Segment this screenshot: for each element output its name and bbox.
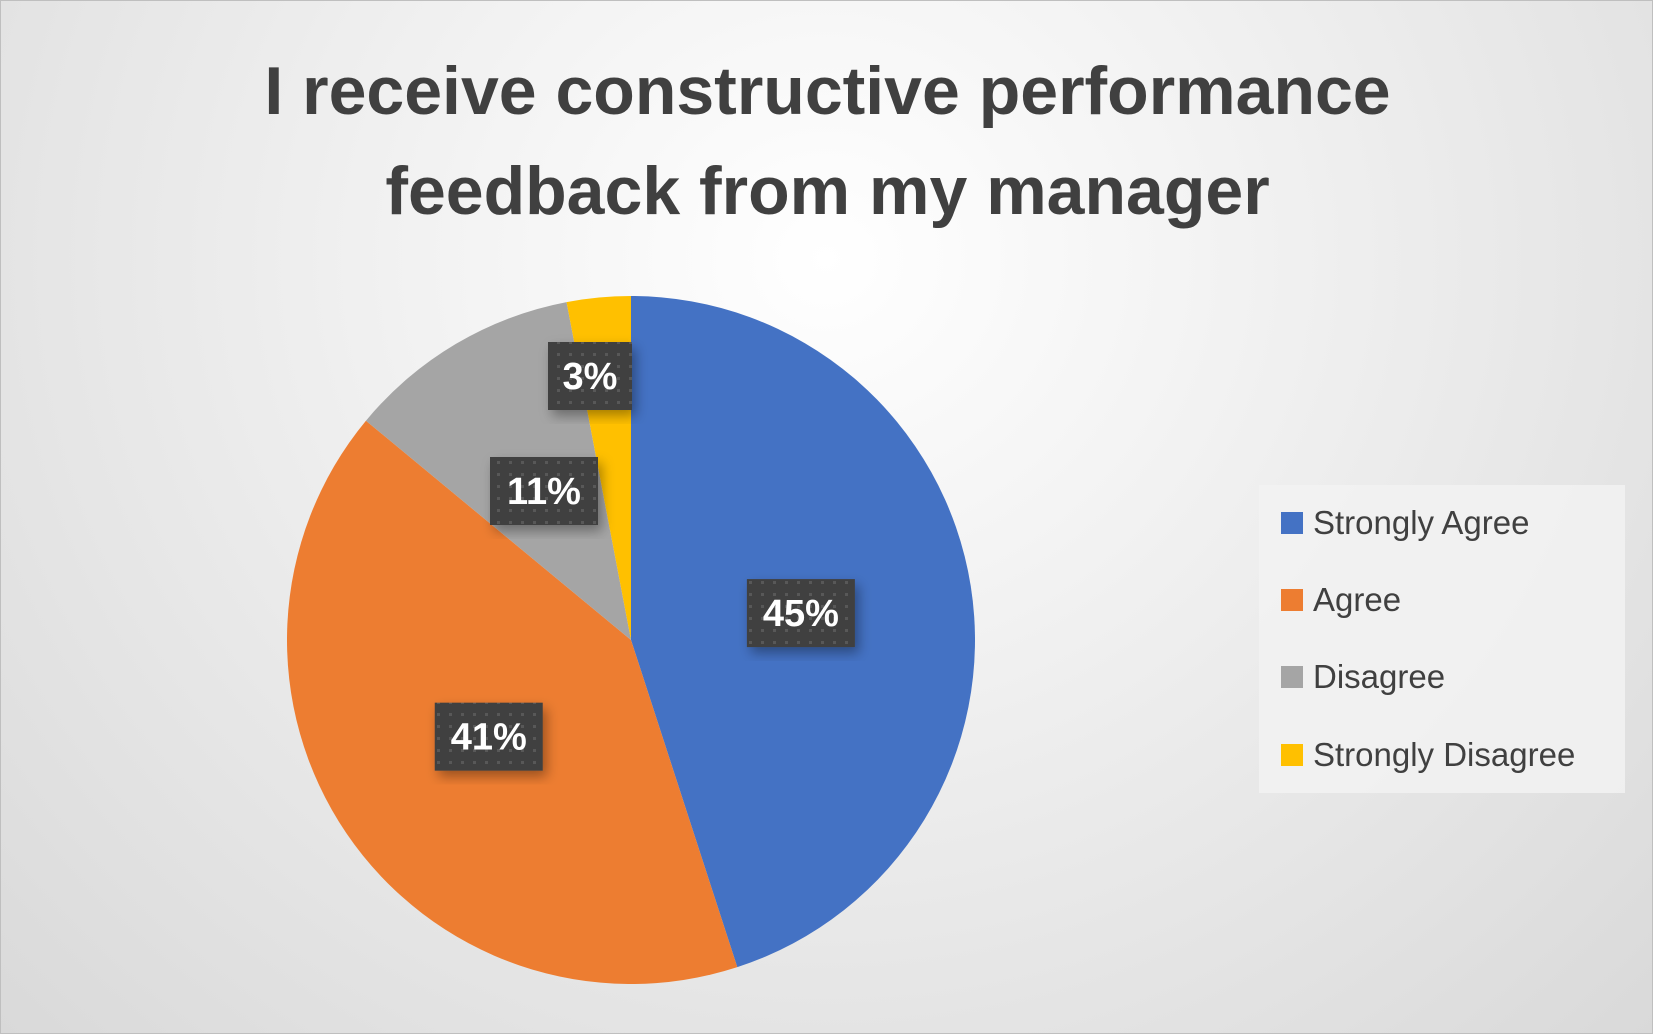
legend-swatch <box>1281 589 1303 611</box>
data-label-text: 11% <box>507 471 581 513</box>
chart-title-line-1: I receive constructive performance <box>264 53 1391 129</box>
data-label-text: 45% <box>763 593 839 635</box>
legend-label: Strongly Disagree <box>1313 736 1576 773</box>
data-label-text: 41% <box>451 717 527 759</box>
legend-label: Strongly Agree <box>1313 504 1530 541</box>
legend-item-strongly-disagree: Strongly Disagree <box>1281 735 1575 775</box>
legend-item-disagree: Disagree <box>1281 657 1445 697</box>
data-label-box <box>490 457 598 525</box>
data-label-strongly-disagree: 3% <box>548 342 632 410</box>
data-label-strongly-agree: 45% <box>746 579 855 648</box>
legend-label: Agree <box>1313 581 1402 618</box>
pie-slice-agree <box>286 420 738 984</box>
data-label-box <box>746 579 855 648</box>
data-label-disagree: 11% <box>490 457 598 525</box>
legend-item-strongly-agree: Strongly Agree <box>1281 503 1529 543</box>
legend-label: Disagree <box>1313 658 1446 695</box>
legend-swatch <box>1281 512 1303 534</box>
data-label-text: 3% <box>563 356 618 398</box>
legend-swatch <box>1281 744 1303 766</box>
data-label-agree: 41% <box>434 702 543 771</box>
data-label-box <box>548 342 632 410</box>
data-label-box <box>434 702 543 771</box>
legend-swatch <box>1281 666 1303 688</box>
legend-item-agree: Agree <box>1281 580 1401 620</box>
legend: Strongly Agree Agree Disagree Strongly D… <box>1259 485 1625 793</box>
chart-title-line-2: feedback from my manager <box>385 153 1270 229</box>
